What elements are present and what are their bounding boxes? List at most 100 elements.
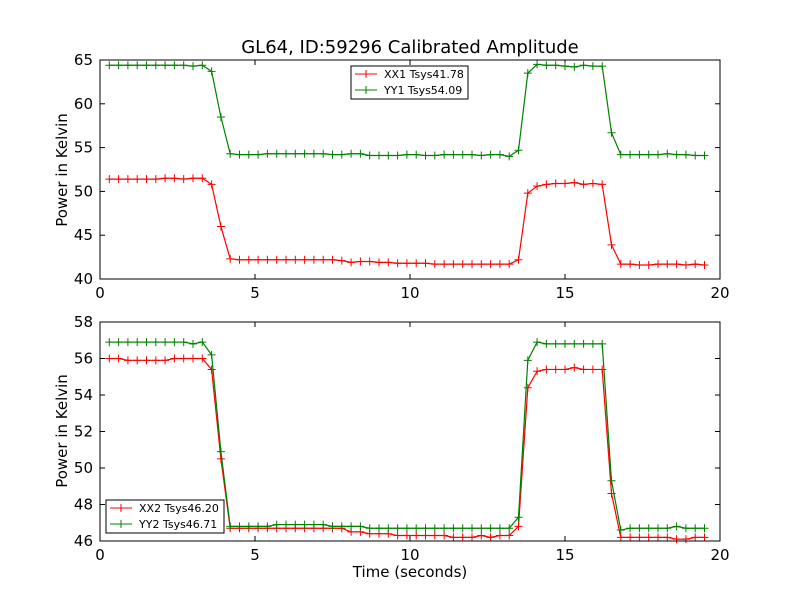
top-point-yy1: [189, 62, 197, 71]
bottom-plot: 0 5 10 15 20 46 48 50 52 54 56 58 Power in Kelvin T…: [53, 313, 730, 581]
bottom-point-yy2: [533, 338, 542, 347]
top-ytick-label: 60: [74, 95, 93, 113]
bottom-point-xx2: [421, 531, 430, 540]
bottom-point-yy2: [616, 526, 625, 535]
top-point-xx1: [347, 258, 356, 267]
top-point-xx1: [337, 256, 346, 265]
bottom-point-yy2: [505, 524, 514, 533]
bottom-point-xx2: [672, 535, 681, 544]
top-point-xx1: [579, 180, 588, 189]
bottom-point-yy2: [207, 350, 216, 359]
bottom-point-yy2: [123, 338, 132, 347]
bottom-point-xx2: [179, 354, 188, 363]
bottom-point-xx2: [477, 531, 486, 540]
bottom-point-yy2: [151, 338, 160, 347]
top-point-yy1: [430, 151, 439, 160]
top-point-xx1: [300, 255, 309, 264]
bottom-point-yy2: [291, 520, 300, 529]
bottom-ytick-label: 46: [74, 532, 93, 550]
top-point-xx1: [142, 175, 151, 184]
top-point-xx1: [412, 259, 421, 268]
bottom-point-xx2: [430, 531, 439, 540]
top-point-xx1: [375, 258, 383, 267]
top-point-xx1: [133, 175, 142, 184]
top-ytick-label: 50: [74, 182, 93, 200]
bottom-point-yy2: [133, 338, 142, 347]
top-point-xx1: [542, 180, 551, 189]
bottom-point-yy2: [235, 522, 244, 531]
top-point-yy1: [179, 61, 188, 70]
top-legend-marker: [362, 70, 370, 78]
top-point-yy1: [375, 151, 383, 160]
top-point-xx1: [440, 260, 449, 269]
top-point-yy1: [114, 61, 123, 70]
bottom-point-yy2: [421, 524, 430, 533]
bottom-point-yy2: [179, 338, 188, 347]
bottom-point-yy2: [477, 524, 486, 533]
bottom-point-xx2: [123, 356, 132, 365]
bottom-point-xx2: [114, 354, 123, 363]
bottom-point-yy2: [644, 524, 653, 533]
bottom-point-yy2: [542, 339, 551, 348]
top-point-xx1: [477, 260, 486, 269]
bottom-xtick-label: 0: [95, 546, 105, 564]
top-point-yy1: [570, 63, 579, 72]
bottom-point-yy2: [430, 524, 439, 533]
bottom-ytick-label: 56: [74, 350, 93, 368]
bottom-point-xx2: [588, 365, 597, 374]
top-point-yy1: [142, 61, 151, 70]
top-point-yy1: [300, 149, 309, 158]
top-ytick-label: 40: [74, 270, 93, 288]
bottom-point-yy2: [523, 356, 532, 365]
bottom-point-xx2: [412, 531, 421, 540]
bottom-point-xx2: [561, 365, 569, 374]
top-point-yy1: [291, 149, 300, 158]
top-xtick-label: 0: [95, 284, 105, 302]
bottom-xtick-label: 15: [555, 546, 574, 564]
top-point-xx1: [449, 260, 458, 269]
top-point-yy1: [226, 149, 235, 158]
top-point-xx1: [393, 259, 402, 268]
top-point-yy1: [607, 128, 616, 137]
bottom-point-xx2: [505, 531, 514, 540]
bottom-legend-marker: [117, 520, 125, 528]
bottom-ytick-label: 58: [74, 313, 93, 331]
bottom-point-yy2: [691, 524, 700, 533]
bottom-plot-xlabel: Time (seconds): [352, 563, 468, 581]
top-xtick-label: 10: [400, 284, 419, 302]
top-point-yy1: [644, 150, 653, 159]
bottom-point-xx2: [105, 354, 114, 363]
top-point-yy1: [598, 62, 607, 71]
top-point-xx1: [105, 175, 114, 184]
top-point-xx1: [207, 180, 216, 189]
bottom-point-xx2: [654, 533, 662, 542]
top-point-yy1: [328, 150, 337, 159]
bottom-point-yy2: [216, 447, 225, 456]
bottom-point-yy2: [328, 522, 337, 531]
top-point-xx1: [495, 260, 504, 269]
bottom-point-yy2: [579, 339, 588, 348]
bottom-point-xx2: [486, 533, 495, 542]
top-point-xx1: [170, 174, 179, 183]
bottom-legend-label-yy2: YY2 Tsys46.71: [138, 518, 217, 531]
top-ytick-label: 65: [74, 51, 93, 69]
top-point-yy1: [579, 61, 588, 70]
bottom-point-xx2: [495, 531, 504, 540]
bottom-point-yy2: [189, 339, 197, 348]
top-point-yy1: [123, 61, 132, 70]
bottom-point-xx2: [449, 533, 458, 542]
bottom-point-xx2: [663, 533, 672, 542]
bottom-point-yy2: [672, 522, 681, 531]
bottom-point-yy2: [114, 338, 123, 347]
top-point-xx1: [486, 260, 495, 269]
bottom-point-xx2: [681, 535, 690, 544]
top-point-yy1: [626, 150, 635, 159]
bottom-point-yy2: [551, 339, 560, 348]
top-point-yy1: [133, 61, 142, 70]
bottom-point-xx2: [700, 533, 709, 542]
top-point-yy1: [337, 150, 346, 159]
top-point-xx1: [263, 255, 272, 264]
top-point-xx1: [198, 174, 207, 183]
bottom-point-xx2: [635, 533, 644, 542]
top-xtick-label: 20: [710, 284, 729, 302]
